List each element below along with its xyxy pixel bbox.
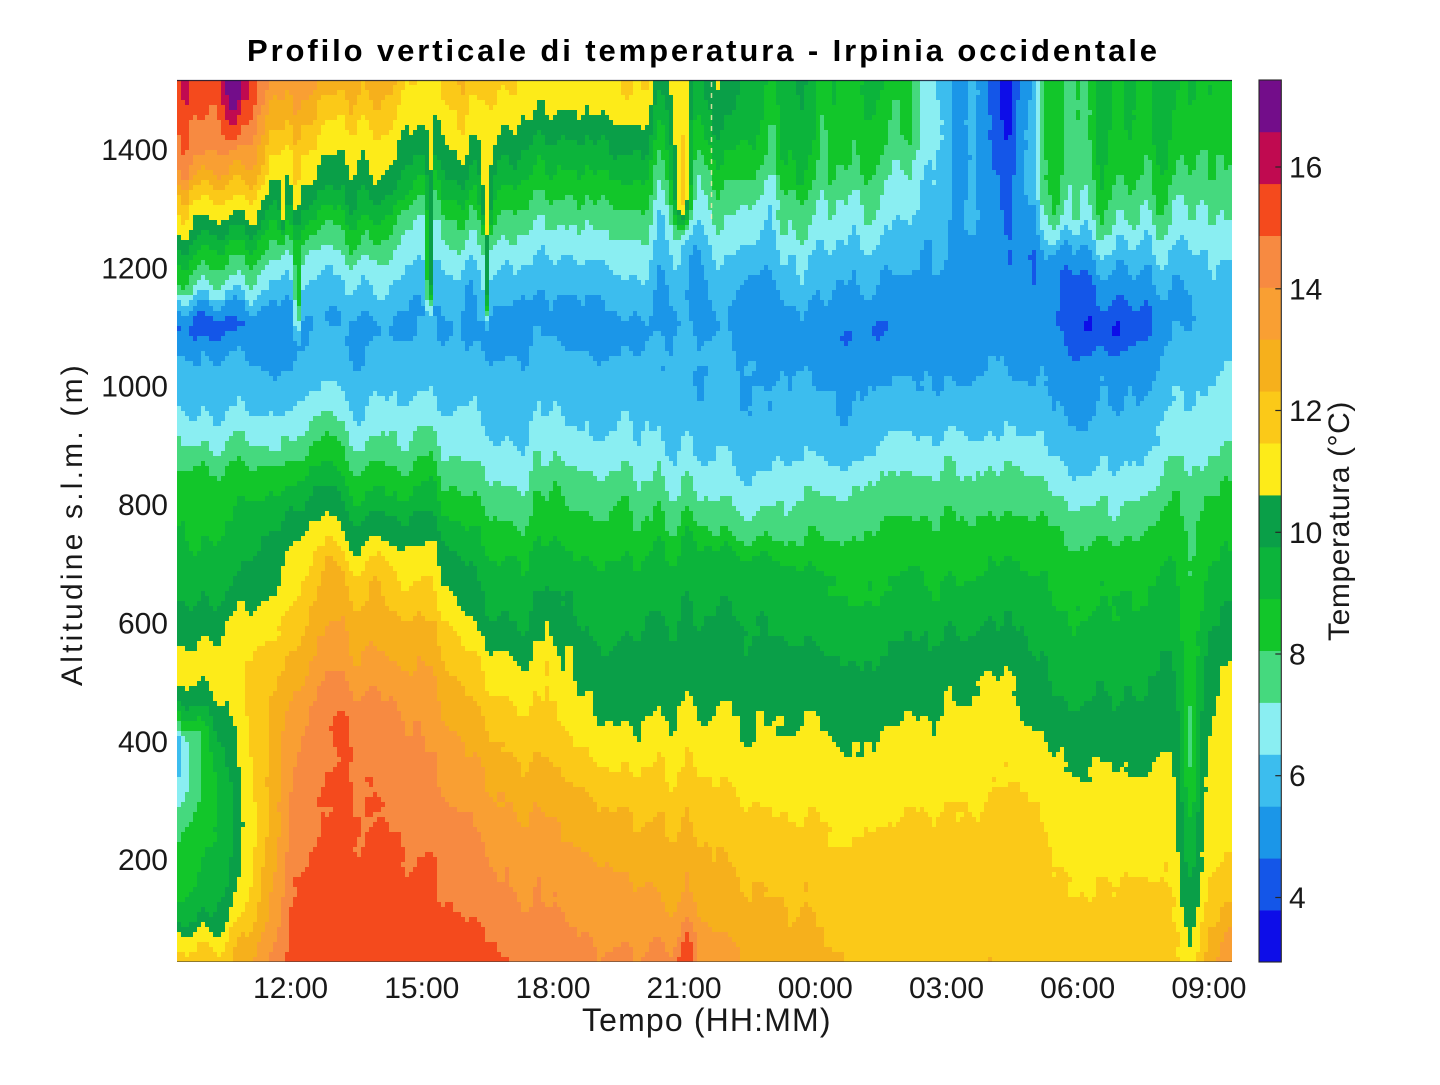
svg-text:600: 600 <box>118 607 168 640</box>
svg-text:12: 12 <box>1289 395 1322 428</box>
svg-text:Profilo verticale di temperatu: Profilo verticale di temperatura - Irpin… <box>247 33 1160 68</box>
svg-text:8: 8 <box>1289 639 1306 672</box>
svg-text:09:00: 09:00 <box>1171 972 1246 1005</box>
svg-text:15:00: 15:00 <box>384 972 459 1005</box>
svg-text:1000: 1000 <box>101 371 168 404</box>
svg-text:Temperatura (°C): Temperatura (°C) <box>1323 401 1356 641</box>
svg-text:Tempo (HH:MM): Tempo (HH:MM) <box>582 1002 832 1038</box>
svg-text:800: 800 <box>118 489 168 522</box>
svg-text:4: 4 <box>1289 882 1306 915</box>
svg-text:Altitudine s.l.m. (m): Altitudine s.l.m. (m) <box>56 362 89 686</box>
svg-text:1200: 1200 <box>101 252 168 285</box>
svg-text:14: 14 <box>1289 273 1322 306</box>
svg-text:06:00: 06:00 <box>1040 972 1115 1005</box>
svg-text:10: 10 <box>1289 517 1322 550</box>
svg-text:12:00: 12:00 <box>253 972 328 1005</box>
svg-text:200: 200 <box>118 844 168 877</box>
svg-text:16: 16 <box>1289 152 1322 185</box>
svg-text:03:00: 03:00 <box>909 972 984 1005</box>
svg-text:18:00: 18:00 <box>515 972 590 1005</box>
svg-text:6: 6 <box>1289 760 1306 793</box>
svg-text:1400: 1400 <box>101 134 168 167</box>
svg-text:400: 400 <box>118 726 168 759</box>
svg-text:21:00: 21:00 <box>647 972 722 1005</box>
svg-text:00:00: 00:00 <box>778 972 853 1005</box>
